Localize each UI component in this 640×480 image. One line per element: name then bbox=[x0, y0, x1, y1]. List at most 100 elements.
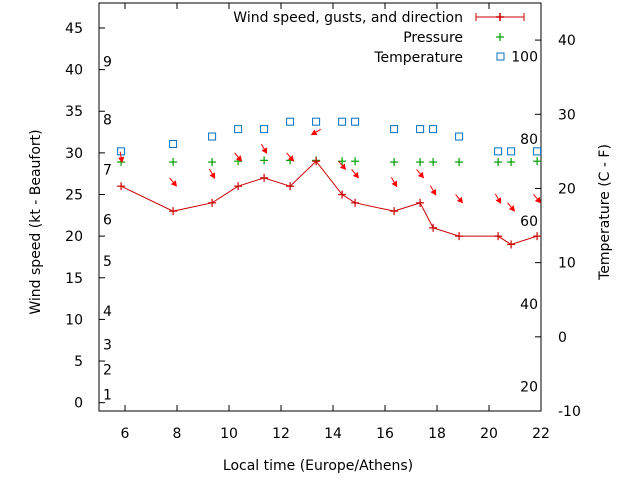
temperature-point bbox=[390, 125, 399, 134]
wind-arrow-head bbox=[417, 171, 424, 179]
pressure-point bbox=[260, 156, 269, 165]
wind-speed-point bbox=[429, 223, 438, 232]
temperature-point bbox=[117, 147, 126, 156]
wind-arrow-head bbox=[391, 180, 398, 188]
legend-key-pressure bbox=[496, 33, 504, 41]
fahrenheit-label: 60 bbox=[520, 214, 538, 230]
wind-speed-point bbox=[390, 207, 399, 216]
legend-label-pressure: Pressure bbox=[403, 30, 463, 46]
legend-label-temperature: Temperature bbox=[373, 50, 463, 66]
wind-arrow-head bbox=[261, 147, 268, 154]
wind-speed-point bbox=[286, 182, 295, 191]
x-tick-label: 8 bbox=[173, 426, 182, 442]
pressure-point bbox=[416, 158, 425, 167]
wind-speed-point bbox=[208, 198, 217, 207]
beaufort-scale: 1 2 3 4 5 6 7 8 9 bbox=[103, 54, 112, 403]
wind-arrow bbox=[338, 160, 347, 170]
x-axis-label: Local time (Europe/Athens) bbox=[223, 458, 413, 474]
y-tick-label-left: 45 bbox=[65, 21, 83, 37]
pressure-series bbox=[117, 156, 542, 167]
wind-speed-point bbox=[312, 157, 321, 166]
wind-speed-point bbox=[507, 240, 516, 249]
y-tick-label-left: 5 bbox=[74, 354, 83, 370]
wind-arrow bbox=[455, 194, 464, 204]
wind-speed-point bbox=[234, 182, 243, 191]
pressure-point bbox=[208, 158, 217, 167]
wind-arrow bbox=[416, 169, 425, 179]
wind-arrow-head bbox=[170, 180, 177, 187]
temperature-point bbox=[338, 117, 347, 126]
wind-arrow bbox=[208, 168, 216, 179]
y-tick-label-right: 10 bbox=[558, 256, 576, 272]
wind-arrow bbox=[494, 193, 502, 204]
wind-speed-point bbox=[494, 232, 503, 241]
temperature-point bbox=[260, 125, 269, 134]
beaufort-label: 6 bbox=[103, 212, 112, 228]
temperature-point bbox=[507, 147, 516, 156]
y-tick-label-right: -10 bbox=[558, 404, 581, 420]
plot-frame bbox=[98, 2, 542, 412]
wind-arrow-head bbox=[495, 197, 502, 204]
wind-arrow-head bbox=[287, 155, 294, 162]
wind-arrow-head bbox=[508, 205, 515, 212]
y-tick-label-right: 30 bbox=[558, 107, 576, 123]
fahrenheit-label: 100 bbox=[511, 49, 538, 65]
y-tick-label-left: 25 bbox=[65, 188, 83, 204]
pressure-point bbox=[429, 158, 438, 167]
y-tick-label-left: 20 bbox=[65, 229, 83, 245]
wind-arrow bbox=[351, 169, 360, 179]
temperature-point bbox=[351, 117, 360, 126]
wind-arrow bbox=[169, 177, 178, 187]
pressure-point bbox=[390, 158, 399, 167]
wind-arrow bbox=[286, 152, 295, 162]
wind-arrow-head bbox=[235, 155, 242, 162]
y-tick-label-left: 10 bbox=[65, 312, 83, 328]
x-tick-label: 12 bbox=[272, 426, 290, 442]
y-tick-label-left: 35 bbox=[65, 104, 83, 120]
beaufort-label: 4 bbox=[103, 304, 112, 320]
wind-speed-point bbox=[416, 198, 425, 207]
beaufort-label: 8 bbox=[103, 113, 112, 129]
x-axis: 6 8 10 12 14 16 18 20 22 bbox=[121, 3, 550, 442]
beaufort-label: 2 bbox=[103, 362, 112, 378]
x-tick-label: 22 bbox=[532, 426, 550, 442]
wind-arrow-head bbox=[339, 163, 346, 170]
y-tick-label-right: 0 bbox=[558, 330, 567, 346]
pressure-point bbox=[455, 158, 464, 167]
wind-speed-point bbox=[117, 182, 126, 191]
wind-arrow bbox=[533, 194, 542, 204]
wind-arrow-head bbox=[117, 156, 125, 163]
temperature-series bbox=[117, 117, 542, 156]
pressure-point bbox=[351, 157, 360, 166]
beaufort-label: 5 bbox=[103, 254, 112, 270]
legend-key-temperature bbox=[496, 52, 505, 61]
wind-speed-point bbox=[351, 198, 360, 207]
temperature-point bbox=[494, 147, 503, 156]
wind-arrow-head bbox=[534, 196, 541, 204]
temperature-point bbox=[533, 147, 542, 156]
beaufort-label: 9 bbox=[103, 54, 112, 70]
x-tick-label: 10 bbox=[220, 426, 238, 442]
y-tick-label-left: 0 bbox=[74, 396, 83, 412]
y-tick-label-left: 40 bbox=[65, 63, 83, 79]
x-tick-label: 14 bbox=[324, 426, 342, 442]
pressure-point bbox=[494, 158, 503, 167]
legend-key-wind bbox=[475, 13, 525, 21]
wind-speed-point bbox=[260, 173, 269, 182]
wind-direction-arrows bbox=[117, 128, 542, 212]
pressure-point bbox=[338, 157, 347, 166]
wind-arrow bbox=[429, 185, 437, 196]
legend-label-wind: Wind speed, gusts, and direction bbox=[233, 10, 463, 26]
beaufort-label: 3 bbox=[103, 337, 112, 353]
pressure-point bbox=[169, 158, 178, 167]
y-tick-label-right: 20 bbox=[558, 181, 576, 197]
x-tick-label: 18 bbox=[428, 426, 446, 442]
temperature-point bbox=[234, 125, 243, 134]
wind-arrow-head bbox=[310, 129, 318, 136]
fahrenheit-label: 40 bbox=[520, 297, 538, 313]
beaufort-label: 1 bbox=[103, 387, 112, 403]
temperature-point bbox=[169, 139, 178, 148]
temperature-point bbox=[429, 125, 438, 134]
